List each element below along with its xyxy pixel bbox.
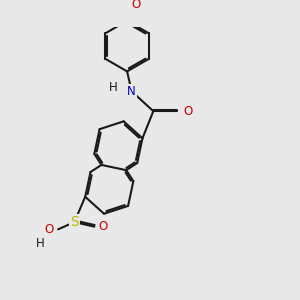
Text: O: O	[44, 223, 54, 236]
Text: O: O	[131, 0, 141, 11]
Text: O: O	[99, 220, 108, 233]
Text: N: N	[127, 85, 136, 98]
Text: O: O	[183, 105, 192, 118]
Text: S: S	[70, 215, 79, 229]
Text: H: H	[36, 237, 44, 250]
Text: H: H	[109, 81, 118, 94]
